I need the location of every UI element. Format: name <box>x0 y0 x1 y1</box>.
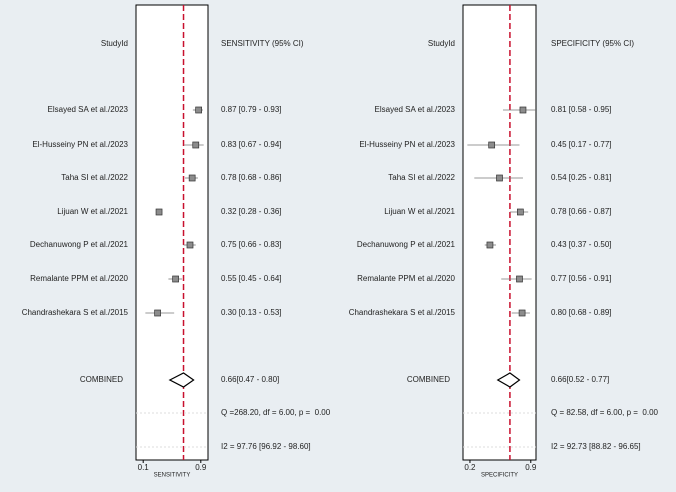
value-label: 0.32 [0.28 - 0.36] <box>221 207 282 216</box>
combined-diamond <box>496 372 521 388</box>
column-header: StudyId <box>428 39 455 48</box>
point-marker <box>518 309 526 317</box>
value-label: 0.81 [0.58 - 0.95] <box>551 105 612 114</box>
study-label: Elsayed SA et al./2023 <box>48 105 129 114</box>
study-label: Remalante PPM et al./2020 <box>30 274 128 283</box>
study-label: Dechanuwong P et al./2021 <box>357 240 456 249</box>
point-marker <box>192 141 200 149</box>
column-header: SPECIFICITY (95% CI) <box>551 39 634 48</box>
combined-label: COMBINED <box>407 375 450 384</box>
value-label: 0.55 [0.45 - 0.64] <box>221 274 282 283</box>
column-header: SENSITIVITY (95% CI) <box>221 39 304 48</box>
value-label: 0.43 [0.37 - 0.50] <box>551 240 612 249</box>
value-label: 0.80 [0.68 - 0.89] <box>551 308 612 317</box>
point-marker <box>172 275 179 283</box>
annotation: Q = 82.58, df = 6.00, p = 0.00 <box>551 408 659 417</box>
study-label: Remalante PPM et al./2020 <box>357 274 455 283</box>
point-marker <box>488 141 496 149</box>
study-label: El-Husseiny PN et al./2023 <box>359 140 455 149</box>
x-tick-label: 0.9 <box>195 463 207 472</box>
study-label: El-Husseiny PN et al./2023 <box>32 140 128 149</box>
annotation: Q =268.20, df = 6.00, p = 0.00 <box>221 408 331 417</box>
study-label: Lijuan W et al./2021 <box>57 207 128 216</box>
combined-label: COMBINED <box>80 375 123 384</box>
annotation: I2 = 97.76 [96.92 - 98.60] <box>221 442 311 451</box>
value-label: 0.75 [0.66 - 0.83] <box>221 240 282 249</box>
x-tick-label: 0.1 <box>138 463 150 472</box>
point-marker <box>517 208 524 216</box>
study-label: Taha SI et al./2022 <box>61 173 128 182</box>
x-tick-label: 0.2 <box>464 463 476 472</box>
value-label: 0.54 [0.25 - 0.81] <box>551 173 612 182</box>
study-label: Elsayed SA et al./2023 <box>375 105 456 114</box>
point-marker <box>155 208 163 216</box>
column-header: StudyId <box>101 39 128 48</box>
value-label: 0.45 [0.17 - 0.77] <box>551 140 612 149</box>
value-label: 0.87 [0.79 - 0.93] <box>221 105 282 114</box>
combined-value-label: 0.66[0.47 - 0.80] <box>221 375 279 384</box>
point-marker <box>519 106 527 114</box>
study-label: Chandrashekara S et al./2015 <box>22 308 129 317</box>
point-marker <box>186 241 194 249</box>
x-axis-label: SENSITIVITY <box>154 473 191 479</box>
study-label: Taha SI et al./2022 <box>388 173 455 182</box>
value-label: 0.78 [0.66 - 0.87] <box>551 207 612 216</box>
point-marker <box>486 241 494 249</box>
point-marker <box>195 106 202 114</box>
study-label: Lijuan W et al./2021 <box>384 207 455 216</box>
point-marker <box>496 174 503 182</box>
combined-diamond <box>168 372 195 388</box>
point-marker <box>188 174 196 182</box>
value-label: 0.77 [0.56 - 0.91] <box>551 274 612 283</box>
x-tick-label: 0.9 <box>525 463 537 472</box>
value-label: 0.30 [0.13 - 0.53] <box>221 308 282 317</box>
study-label: Dechanuwong P et al./2021 <box>30 240 129 249</box>
x-axis-label: SPECIFICITY <box>481 473 518 479</box>
study-label: Chandrashekara S et al./2015 <box>349 308 456 317</box>
point-marker <box>154 309 161 317</box>
plot-area <box>462 4 537 461</box>
point-marker <box>516 275 523 283</box>
annotation: I2 = 92.73 [88.82 - 96.65] <box>551 442 641 451</box>
value-label: 0.83 [0.67 - 0.94] <box>221 140 282 149</box>
combined-value-label: 0.66[0.52 - 0.77] <box>551 375 609 384</box>
value-label: 0.78 [0.68 - 0.86] <box>221 173 282 182</box>
plot-area <box>135 4 209 461</box>
